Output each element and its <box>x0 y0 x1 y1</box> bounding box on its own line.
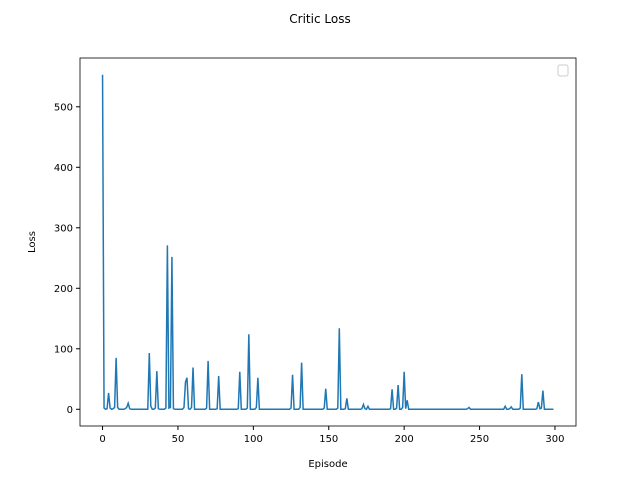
x-tick-label: 150 <box>319 434 338 445</box>
y-tick-label: 500 <box>54 102 73 113</box>
x-tick-label: 100 <box>244 434 263 445</box>
x-tick-label: 200 <box>395 434 414 445</box>
y-tick-label: 200 <box>54 284 73 295</box>
line-series <box>101 74 554 411</box>
chart-title: Critic Loss <box>289 12 350 26</box>
legend-box <box>557 64 569 77</box>
x-axis-label: Episode <box>308 459 347 470</box>
y-axis-label: Loss <box>27 231 38 253</box>
x-tick-label: 0 <box>99 434 105 445</box>
y-tick-label: 0 <box>67 405 73 416</box>
y-tick-label: 400 <box>54 163 73 174</box>
y-tick-label: 300 <box>54 223 73 234</box>
x-tick-label: 50 <box>172 434 185 445</box>
x-tick-label: 300 <box>545 434 564 445</box>
plot-frame <box>79 57 577 427</box>
y-tick-label: 100 <box>54 344 73 355</box>
x-tick-label: 250 <box>470 434 489 445</box>
